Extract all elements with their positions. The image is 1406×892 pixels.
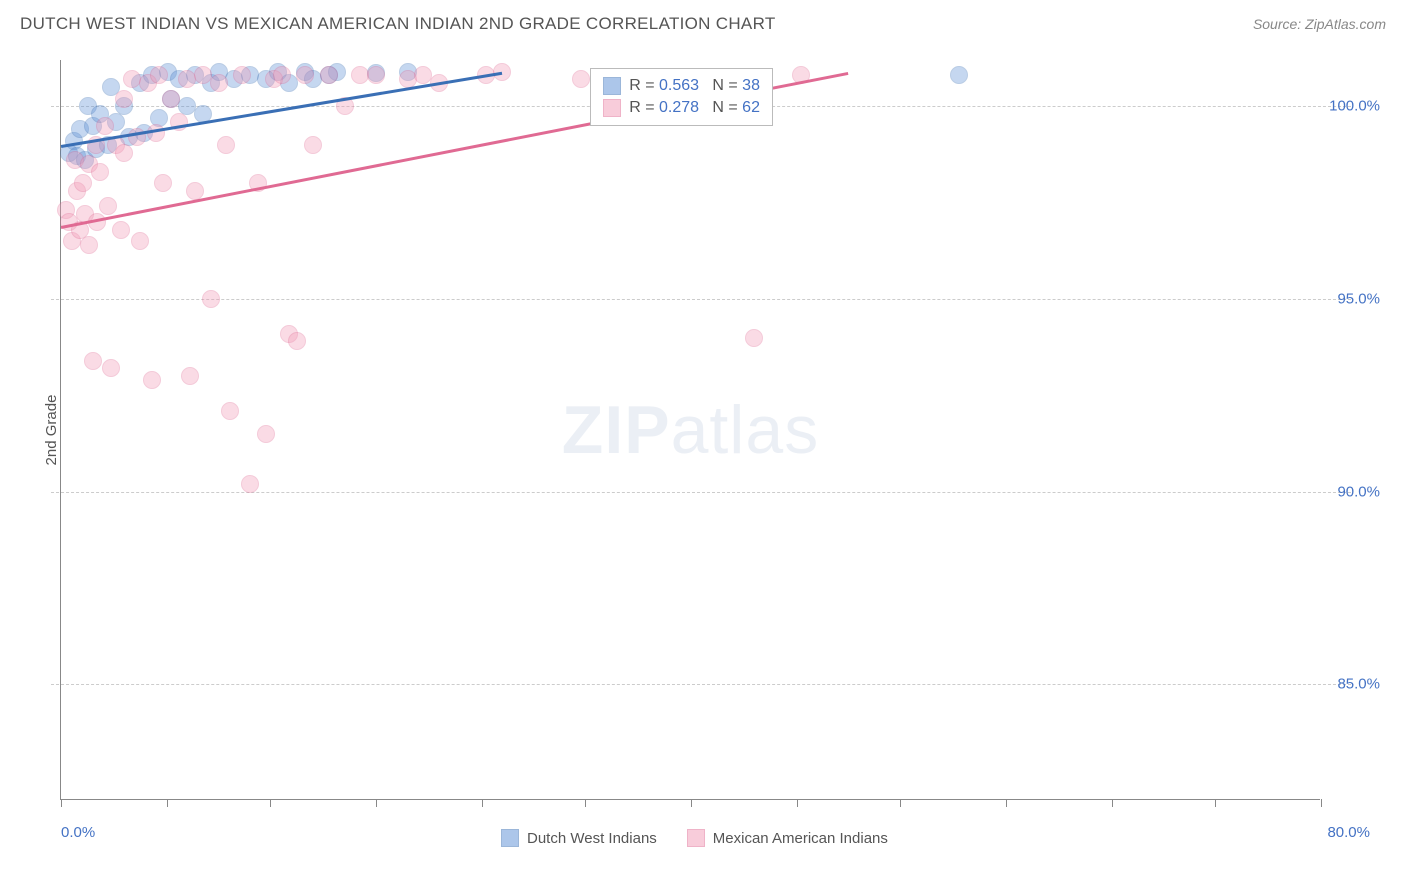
x-tick [900, 799, 901, 807]
scatter-point [74, 174, 92, 192]
scatter-point [221, 402, 239, 420]
scatter-point [493, 63, 511, 81]
x-tick-label-min: 0.0% [61, 824, 95, 841]
legend-swatch [603, 99, 621, 117]
x-tick [61, 799, 62, 807]
scatter-point [102, 359, 120, 377]
scatter-point [288, 332, 306, 350]
scatter-point [186, 182, 204, 200]
legend-swatch [603, 77, 621, 95]
series-name: Mexican American Indians [713, 830, 888, 847]
scatter-point [112, 221, 130, 239]
x-tick [1006, 799, 1007, 807]
gridline-h [51, 299, 1351, 300]
scatter-point [115, 90, 133, 108]
scatter-point [162, 90, 180, 108]
y-axis-label: 2nd Grade [43, 395, 60, 466]
scatter-point [257, 425, 275, 443]
scatter-point [115, 144, 133, 162]
source-attribution: Source: ZipAtlas.com [1253, 16, 1386, 32]
series-legend: Dutch West Indians Mexican American India… [501, 829, 888, 847]
legend-row: R = 0.563 N = 38 [603, 75, 760, 97]
y-tick-label: 90.0% [1337, 483, 1380, 500]
legend-stats: R = 0.563 N = 38 [629, 77, 760, 95]
scatter-point [84, 352, 102, 370]
scatter-point [181, 367, 199, 385]
scatter-point [367, 66, 385, 84]
scatter-point [99, 197, 117, 215]
x-tick [585, 799, 586, 807]
series-name: Dutch West Indians [527, 830, 657, 847]
y-tick-label: 95.0% [1337, 290, 1380, 307]
series-legend-item: Mexican American Indians [687, 829, 888, 847]
scatter-point [154, 174, 172, 192]
legend-row: R = 0.278 N = 62 [603, 97, 760, 119]
scatter-point [147, 124, 165, 142]
x-tick-label-max: 80.0% [1327, 824, 1370, 841]
scatter-point [202, 290, 220, 308]
scatter-point [233, 66, 251, 84]
chart-title: DUTCH WEST INDIAN VS MEXICAN AMERICAN IN… [20, 14, 776, 34]
y-tick-label: 85.0% [1337, 676, 1380, 693]
y-tick-label: 100.0% [1329, 98, 1380, 115]
scatter-point [91, 163, 109, 181]
x-tick [1321, 799, 1322, 807]
legend-swatch [687, 829, 705, 847]
x-tick [482, 799, 483, 807]
scatter-point [296, 66, 314, 84]
x-tick [376, 799, 377, 807]
x-tick [691, 799, 692, 807]
scatter-point [241, 475, 259, 493]
scatter-point [745, 329, 763, 347]
scatter-point [217, 136, 235, 154]
watermark: ZIPatlas [562, 391, 819, 469]
plot-area: ZIPatlas 85.0%90.0%95.0%100.0%0.0%80.0%R… [60, 60, 1320, 800]
x-tick [167, 799, 168, 807]
x-tick [270, 799, 271, 807]
correlation-legend: R = 0.563 N = 38 R = 0.278 N = 62 [590, 68, 773, 126]
scatter-point [150, 66, 168, 84]
scatter-point [572, 70, 590, 88]
scatter-point [210, 74, 228, 92]
scatter-point [304, 136, 322, 154]
legend-stats: R = 0.278 N = 62 [629, 99, 760, 117]
correlation-chart: 2nd Grade ZIPatlas 85.0%90.0%95.0%100.0%… [40, 50, 1370, 810]
series-legend-item: Dutch West Indians [501, 829, 657, 847]
scatter-point [273, 66, 291, 84]
scatter-point [96, 117, 114, 135]
scatter-point [950, 66, 968, 84]
scatter-point [80, 236, 98, 254]
legend-swatch [501, 829, 519, 847]
gridline-h [51, 684, 1351, 685]
x-tick [1112, 799, 1113, 807]
scatter-point [320, 66, 338, 84]
scatter-point [143, 371, 161, 389]
x-tick [797, 799, 798, 807]
x-tick [1215, 799, 1216, 807]
scatter-point [131, 232, 149, 250]
